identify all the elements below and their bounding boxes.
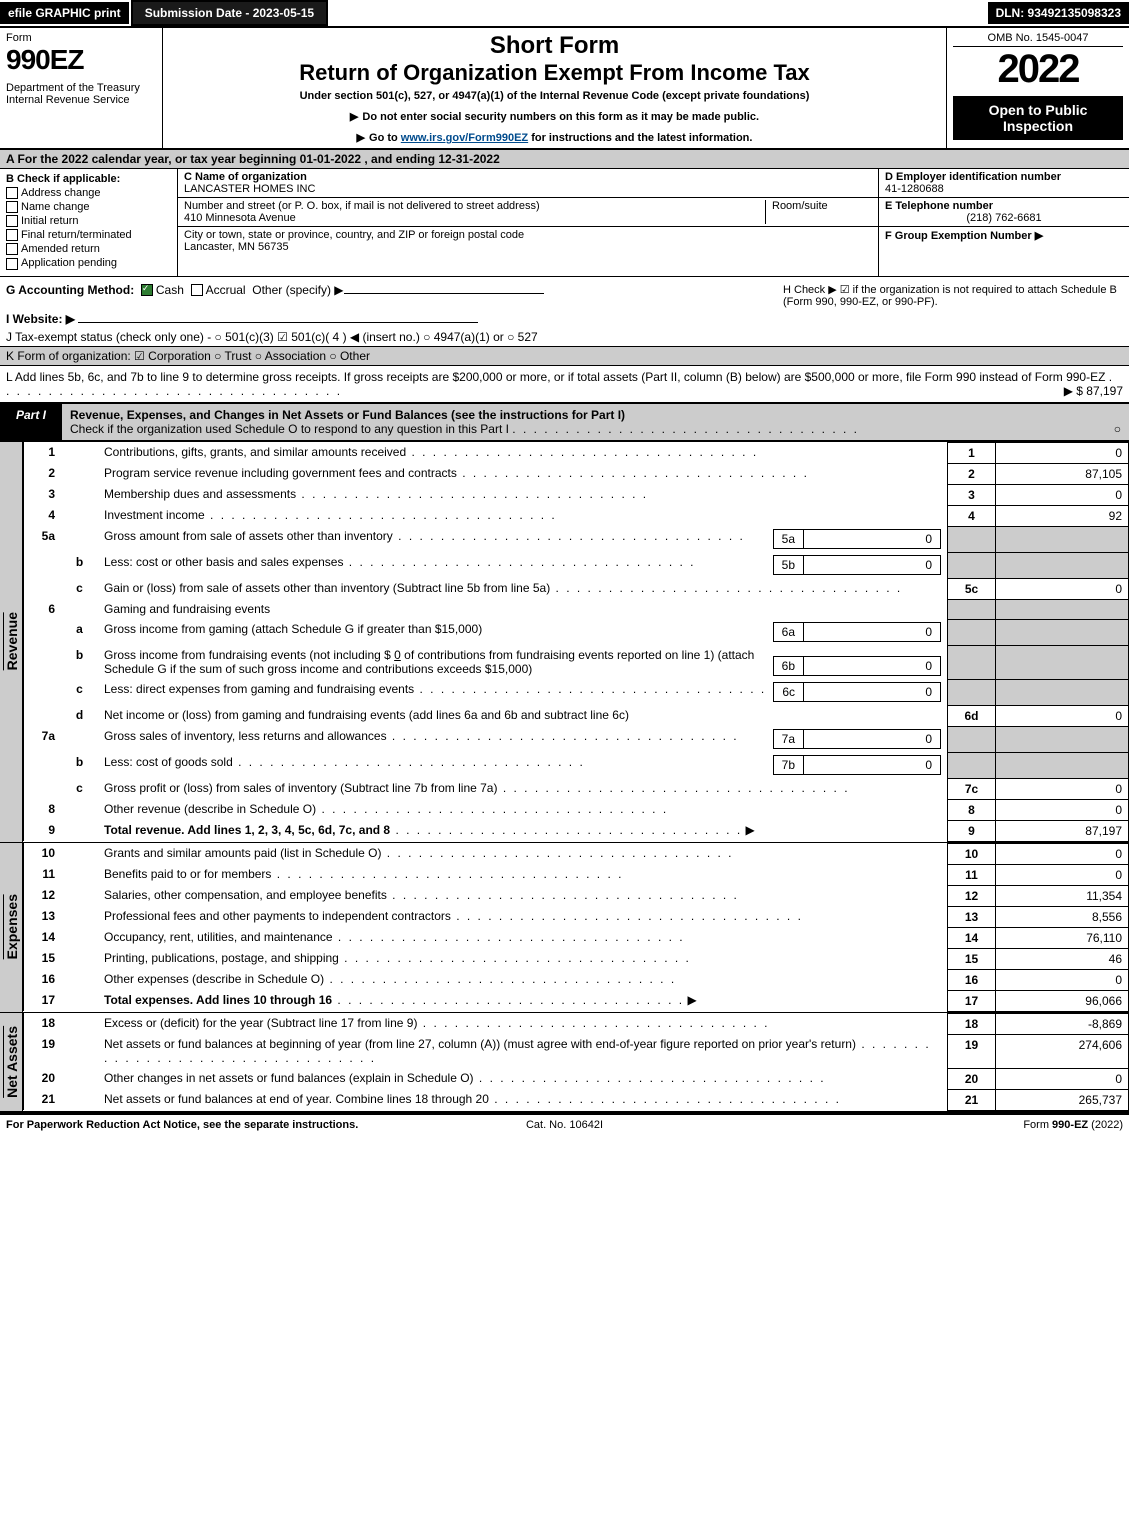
revenue-section: Revenue 1Contributions, gifts, grants, a… — [0, 441, 1129, 842]
section-c: C Name of organization LANCASTER HOMES I… — [178, 169, 878, 276]
val-6d: 0 — [996, 705, 1129, 726]
line-g-h: G Accounting Method: Cash Accrual Other … — [0, 277, 1129, 310]
ein-label: D Employer identification number — [885, 171, 1123, 183]
netassets-section: Net Assets 18Excess or (deficit) for the… — [0, 1012, 1129, 1113]
val-6a: 0 — [804, 622, 941, 642]
header-center: Short Form Return of Organization Exempt… — [163, 28, 947, 148]
form-label: Form — [6, 32, 156, 44]
val-17: 96,066 — [996, 990, 1129, 1011]
val-4: 92 — [996, 505, 1129, 526]
page-footer: For Paperwork Reduction Act Notice, see … — [0, 1113, 1129, 1135]
check-final-return[interactable]: Final return/terminated — [6, 229, 171, 241]
tax-year: 2022 — [953, 47, 1123, 92]
part-i-header: Part I Revenue, Expenses, and Changes in… — [0, 404, 1129, 441]
line-l: L Add lines 5b, 6c, and 7b to line 9 to … — [0, 366, 1129, 404]
check-name-change[interactable]: Name change — [6, 201, 171, 213]
phone-value: (218) 762-6681 — [885, 212, 1123, 224]
val-8: 0 — [996, 799, 1129, 820]
check-initial-return[interactable]: Initial return — [6, 215, 171, 227]
form-header: Form 990EZ Department of the Treasury In… — [0, 28, 1129, 150]
form-title-1: Short Form — [171, 32, 938, 60]
revenue-table: 1Contributions, gifts, grants, and simil… — [23, 442, 1129, 842]
org-name-label: C Name of organization — [184, 171, 872, 183]
val-13: 8,556 — [996, 906, 1129, 927]
omb-number: OMB No. 1545-0047 — [953, 32, 1123, 47]
val-6c: 0 — [804, 682, 941, 702]
phone-label: E Telephone number — [885, 200, 1123, 212]
val-18: -8,869 — [996, 1013, 1129, 1034]
group-exemption-label: F Group Exemption Number ▶ — [885, 229, 1123, 242]
form-notice-1: Do not enter social security numbers on … — [171, 110, 938, 123]
val-11: 0 — [996, 864, 1129, 885]
val-7a: 0 — [804, 729, 941, 749]
line-a: A For the 2022 calendar year, or tax yea… — [0, 150, 1129, 169]
submission-date: Submission Date - 2023-05-15 — [131, 0, 328, 26]
ein-value: 41-1280688 — [885, 183, 1123, 195]
val-7b: 0 — [804, 755, 941, 775]
val-14: 76,110 — [996, 927, 1129, 948]
val-3: 0 — [996, 484, 1129, 505]
efile-label[interactable]: efile GRAPHIC print — [0, 2, 129, 24]
form-subtitle: Under section 501(c), 527, or 4947(a)(1)… — [171, 90, 938, 102]
val-7c: 0 — [996, 778, 1129, 799]
check-accrual[interactable] — [191, 284, 203, 296]
room-suite-label: Room/suite — [765, 200, 872, 224]
top-bar: efile GRAPHIC print Submission Date - 20… — [0, 0, 1129, 28]
check-address-change[interactable]: Address change — [6, 187, 171, 199]
section-bcdef: B Check if applicable: Address change Na… — [0, 169, 1129, 277]
val-19: 274,606 — [996, 1034, 1129, 1068]
footer-center: Cat. No. 10642I — [378, 1119, 750, 1131]
check-application-pending[interactable]: Application pending — [6, 257, 171, 269]
val-5a: 0 — [804, 529, 941, 549]
section-def: D Employer identification number 41-1280… — [878, 169, 1129, 276]
val-6b: 0 — [804, 656, 941, 676]
header-right: OMB No. 1545-0047 2022 Open to Public In… — [947, 28, 1129, 148]
header-left: Form 990EZ Department of the Treasury In… — [0, 28, 163, 148]
val-9: 87,197 — [996, 820, 1129, 841]
department-label: Department of the Treasury Internal Reve… — [6, 82, 156, 106]
val-12: 11,354 — [996, 885, 1129, 906]
line-g: G Accounting Method: Cash Accrual Other … — [6, 283, 783, 308]
netassets-table: 18Excess or (deficit) for the year (Subt… — [23, 1013, 1129, 1111]
expenses-table: 10Grants and similar amounts paid (list … — [23, 843, 1129, 1012]
city-label: City or town, state or province, country… — [184, 229, 872, 241]
form-notice-2: Go to www.irs.gov/Form990EZ for instruct… — [171, 131, 938, 144]
part-i-title: Revenue, Expenses, and Changes in Net As… — [62, 404, 1129, 440]
check-amended-return[interactable]: Amended return — [6, 243, 171, 255]
line-j: J Tax-exempt status (check only one) - ○… — [0, 328, 1129, 346]
line-l-value: ▶ $ 87,197 — [1064, 384, 1123, 398]
open-to-public: Open to Public Inspection — [953, 96, 1123, 140]
val-15: 46 — [996, 948, 1129, 969]
street-value: 410 Minnesota Avenue — [184, 212, 765, 224]
dln-number: DLN: 93492135098323 — [988, 2, 1129, 24]
section-b-heading: B Check if applicable: — [6, 173, 171, 185]
netassets-side-label: Net Assets — [0, 1013, 23, 1111]
val-1: 0 — [996, 442, 1129, 463]
form-number: 990EZ — [6, 44, 156, 76]
line-l-text: L Add lines 5b, 6c, and 7b to line 9 to … — [6, 370, 1105, 384]
val-5b: 0 — [804, 555, 941, 575]
expenses-side-label: Expenses — [0, 843, 23, 1012]
city-value: Lancaster, MN 56735 — [184, 241, 872, 253]
val-20: 0 — [996, 1068, 1129, 1089]
val-16: 0 — [996, 969, 1129, 990]
val-21: 265,737 — [996, 1089, 1129, 1110]
line-k: K Form of organization: ☑ Corporation ○ … — [0, 346, 1129, 366]
section-b: B Check if applicable: Address change Na… — [0, 169, 178, 276]
footer-right: Form 990-EZ (2022) — [751, 1119, 1123, 1131]
part-i-tab: Part I — [0, 404, 62, 440]
val-2: 87,105 — [996, 463, 1129, 484]
footer-left: For Paperwork Reduction Act Notice, see … — [6, 1119, 378, 1131]
street-label: Number and street (or P. O. box, if mail… — [184, 200, 765, 212]
val-10: 0 — [996, 843, 1129, 864]
line-i: I Website: ▶ — [0, 310, 1129, 328]
revenue-side-label: Revenue — [0, 442, 23, 842]
expenses-section: Expenses 10Grants and similar amounts pa… — [0, 842, 1129, 1012]
org-name: LANCASTER HOMES INC — [184, 183, 872, 195]
form-title-2: Return of Organization Exempt From Incom… — [171, 60, 938, 86]
check-cash[interactable] — [141, 284, 153, 296]
irs-link[interactable]: www.irs.gov/Form990EZ — [401, 132, 528, 144]
line-h: H Check ▶ ☑ if the organization is not r… — [783, 283, 1123, 308]
val-5c: 0 — [996, 578, 1129, 599]
